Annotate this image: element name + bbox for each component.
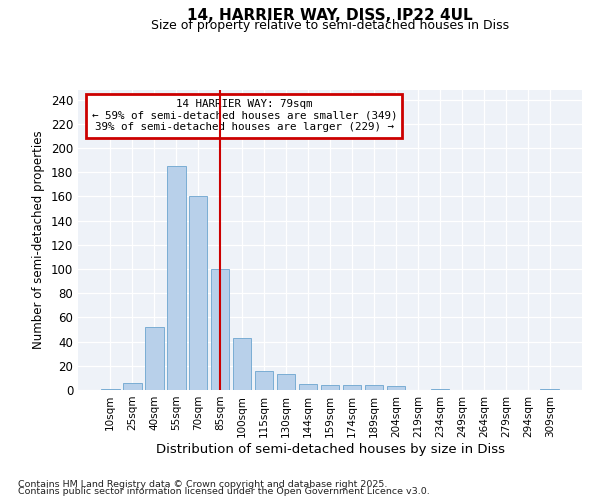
Bar <box>101 389 119 390</box>
Bar <box>343 385 361 390</box>
Text: Contains HM Land Registry data © Crown copyright and database right 2025.: Contains HM Land Registry data © Crown c… <box>18 480 388 489</box>
Bar <box>299 384 317 390</box>
Bar <box>211 269 229 390</box>
Bar <box>386 386 405 390</box>
Bar <box>167 166 185 390</box>
Bar <box>320 385 340 390</box>
Bar <box>123 382 142 390</box>
Bar <box>541 389 559 390</box>
Bar <box>431 389 449 390</box>
Bar <box>189 196 208 390</box>
Bar <box>233 338 251 390</box>
Y-axis label: Number of semi-detached properties: Number of semi-detached properties <box>32 130 45 350</box>
Text: Contains public sector information licensed under the Open Government Licence v3: Contains public sector information licen… <box>18 488 430 496</box>
Bar <box>255 370 274 390</box>
Text: 14 HARRIER WAY: 79sqm
← 59% of semi-detached houses are smaller (349)
39% of sem: 14 HARRIER WAY: 79sqm ← 59% of semi-deta… <box>92 99 397 132</box>
Text: 14, HARRIER WAY, DISS, IP22 4UL: 14, HARRIER WAY, DISS, IP22 4UL <box>187 8 473 22</box>
Text: Size of property relative to semi-detached houses in Diss: Size of property relative to semi-detach… <box>151 18 509 32</box>
Text: Distribution of semi-detached houses by size in Diss: Distribution of semi-detached houses by … <box>155 442 505 456</box>
Bar <box>365 385 383 390</box>
Bar <box>145 327 164 390</box>
Bar <box>277 374 295 390</box>
